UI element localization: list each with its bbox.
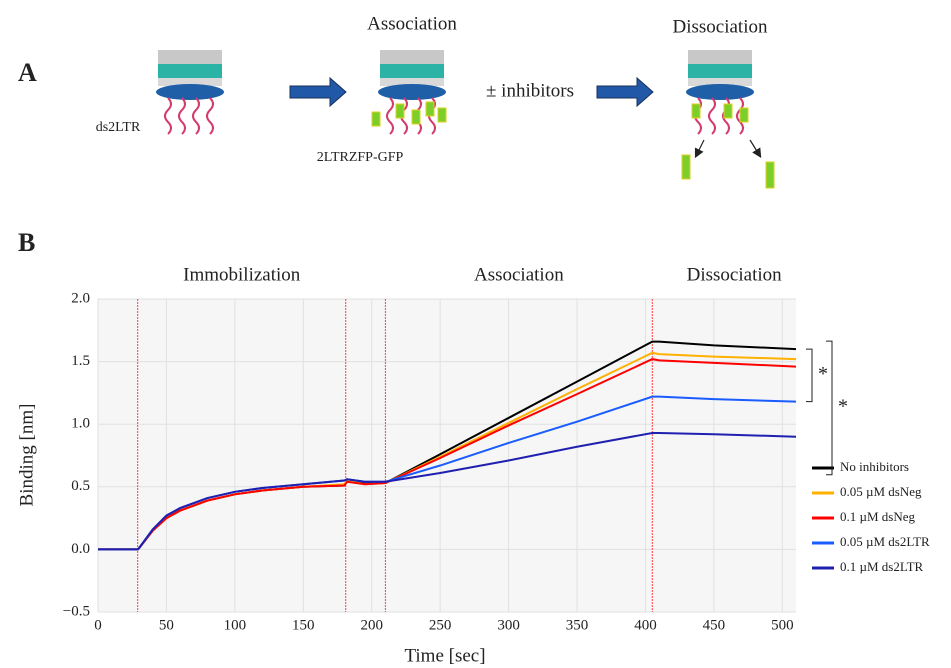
stage-label: Association — [367, 13, 457, 34]
x-tick-label: 100 — [224, 617, 247, 633]
phase-label: Dissociation — [687, 264, 782, 285]
y-tick-label: −0.5 — [63, 603, 90, 619]
x-tick-label: 300 — [497, 617, 520, 633]
y-tick-label: 1.5 — [71, 353, 90, 369]
y-tick-label: 0.0 — [71, 541, 90, 557]
arrow — [290, 78, 653, 106]
phase-label: Association — [474, 264, 564, 285]
probe-label: ds2LTR — [96, 120, 141, 135]
legend-label: 0.1 µM dsNeg — [840, 509, 916, 524]
legend-label: No inhibitors — [840, 459, 909, 474]
legend-label: 0.05 µM dsNeg — [840, 484, 922, 499]
phase-label: Immobilization — [183, 264, 301, 285]
x-tick-label: 50 — [159, 617, 174, 633]
significance-bracket — [826, 341, 832, 475]
y-tick-label: 1.0 — [71, 416, 90, 432]
protein-label: 2LTRZFP-GFP — [317, 150, 404, 165]
legend-label: 0.1 µM ds2LTR — [840, 559, 924, 574]
x-tick-label: 350 — [566, 617, 589, 633]
panel-label: B — [18, 228, 35, 257]
significance-label: * — [818, 363, 828, 385]
x-tick-label: 150 — [292, 617, 315, 633]
sensor — [372, 50, 446, 134]
x-tick-label: 250 — [429, 617, 452, 633]
y-tick-label: 2.0 — [71, 290, 90, 306]
figure: A Association Dissociation ± inhibitors … — [0, 0, 951, 668]
x-tick-label: 450 — [703, 617, 726, 633]
x-tick-label: 500 — [771, 617, 794, 633]
stage-label: Dissociation — [673, 16, 768, 37]
significance-label: * — [838, 395, 848, 417]
significance-bracket — [806, 349, 812, 402]
x-tick-label: 200 — [360, 617, 383, 633]
panel-label: A — [18, 58, 37, 87]
y-axis-label: Binding [nm] — [16, 404, 37, 507]
inhibitor-label: ± inhibitors — [486, 80, 574, 101]
x-tick-label: 0 — [94, 617, 102, 633]
x-tick-label: 400 — [634, 617, 657, 633]
sensor — [156, 50, 224, 134]
legend-label: 0.05 µM ds2LTR — [840, 534, 930, 549]
x-axis-label: Time [sec] — [404, 645, 485, 666]
sensor — [682, 50, 774, 188]
y-tick-label: 0.5 — [71, 478, 90, 494]
